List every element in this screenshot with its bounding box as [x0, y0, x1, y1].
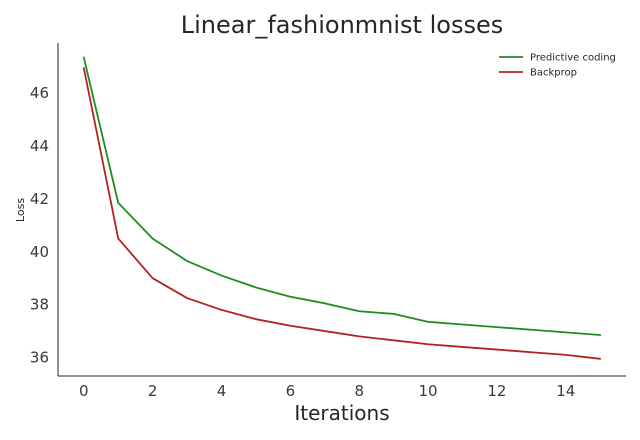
x-tick-label-2: 2 [148, 382, 158, 400]
y-tick-label-46: 46 [30, 84, 49, 102]
series-line-backprop [82, 67, 602, 360]
chart-title: Linear_fashionmnist losses [181, 11, 503, 39]
x-tick-label-10: 10 [419, 382, 438, 400]
legend: Predictive coding Backprop [499, 53, 616, 79]
y-axis-label: Loss [14, 198, 27, 222]
x-tick-label-12: 12 [487, 382, 506, 400]
y-tick-label-38: 38 [30, 296, 49, 314]
legend-label-backprop: Backprop [530, 68, 577, 79]
x-tick-labels: 0 2 4 6 8 10 12 14 [79, 382, 575, 400]
plot-area [82, 56, 602, 360]
y-tick-labels: 36 38 40 42 44 46 [30, 84, 49, 366]
y-tick-label-44: 44 [30, 137, 49, 155]
x-tick-label-8: 8 [354, 382, 364, 400]
y-tick-label-36: 36 [30, 349, 49, 367]
x-tick-label-4: 4 [217, 382, 227, 400]
x-axis-label: Iterations [294, 401, 389, 425]
x-tick-label-14: 14 [556, 382, 575, 400]
y-tick-label-40: 40 [30, 243, 49, 261]
x-tick-label-6: 6 [286, 382, 296, 400]
legend-label-predictive-coding: Predictive coding [530, 53, 616, 64]
x-tick-label-0: 0 [79, 382, 89, 400]
y-tick-label-42: 42 [30, 190, 49, 208]
series-line-predictive-coding [82, 56, 602, 336]
